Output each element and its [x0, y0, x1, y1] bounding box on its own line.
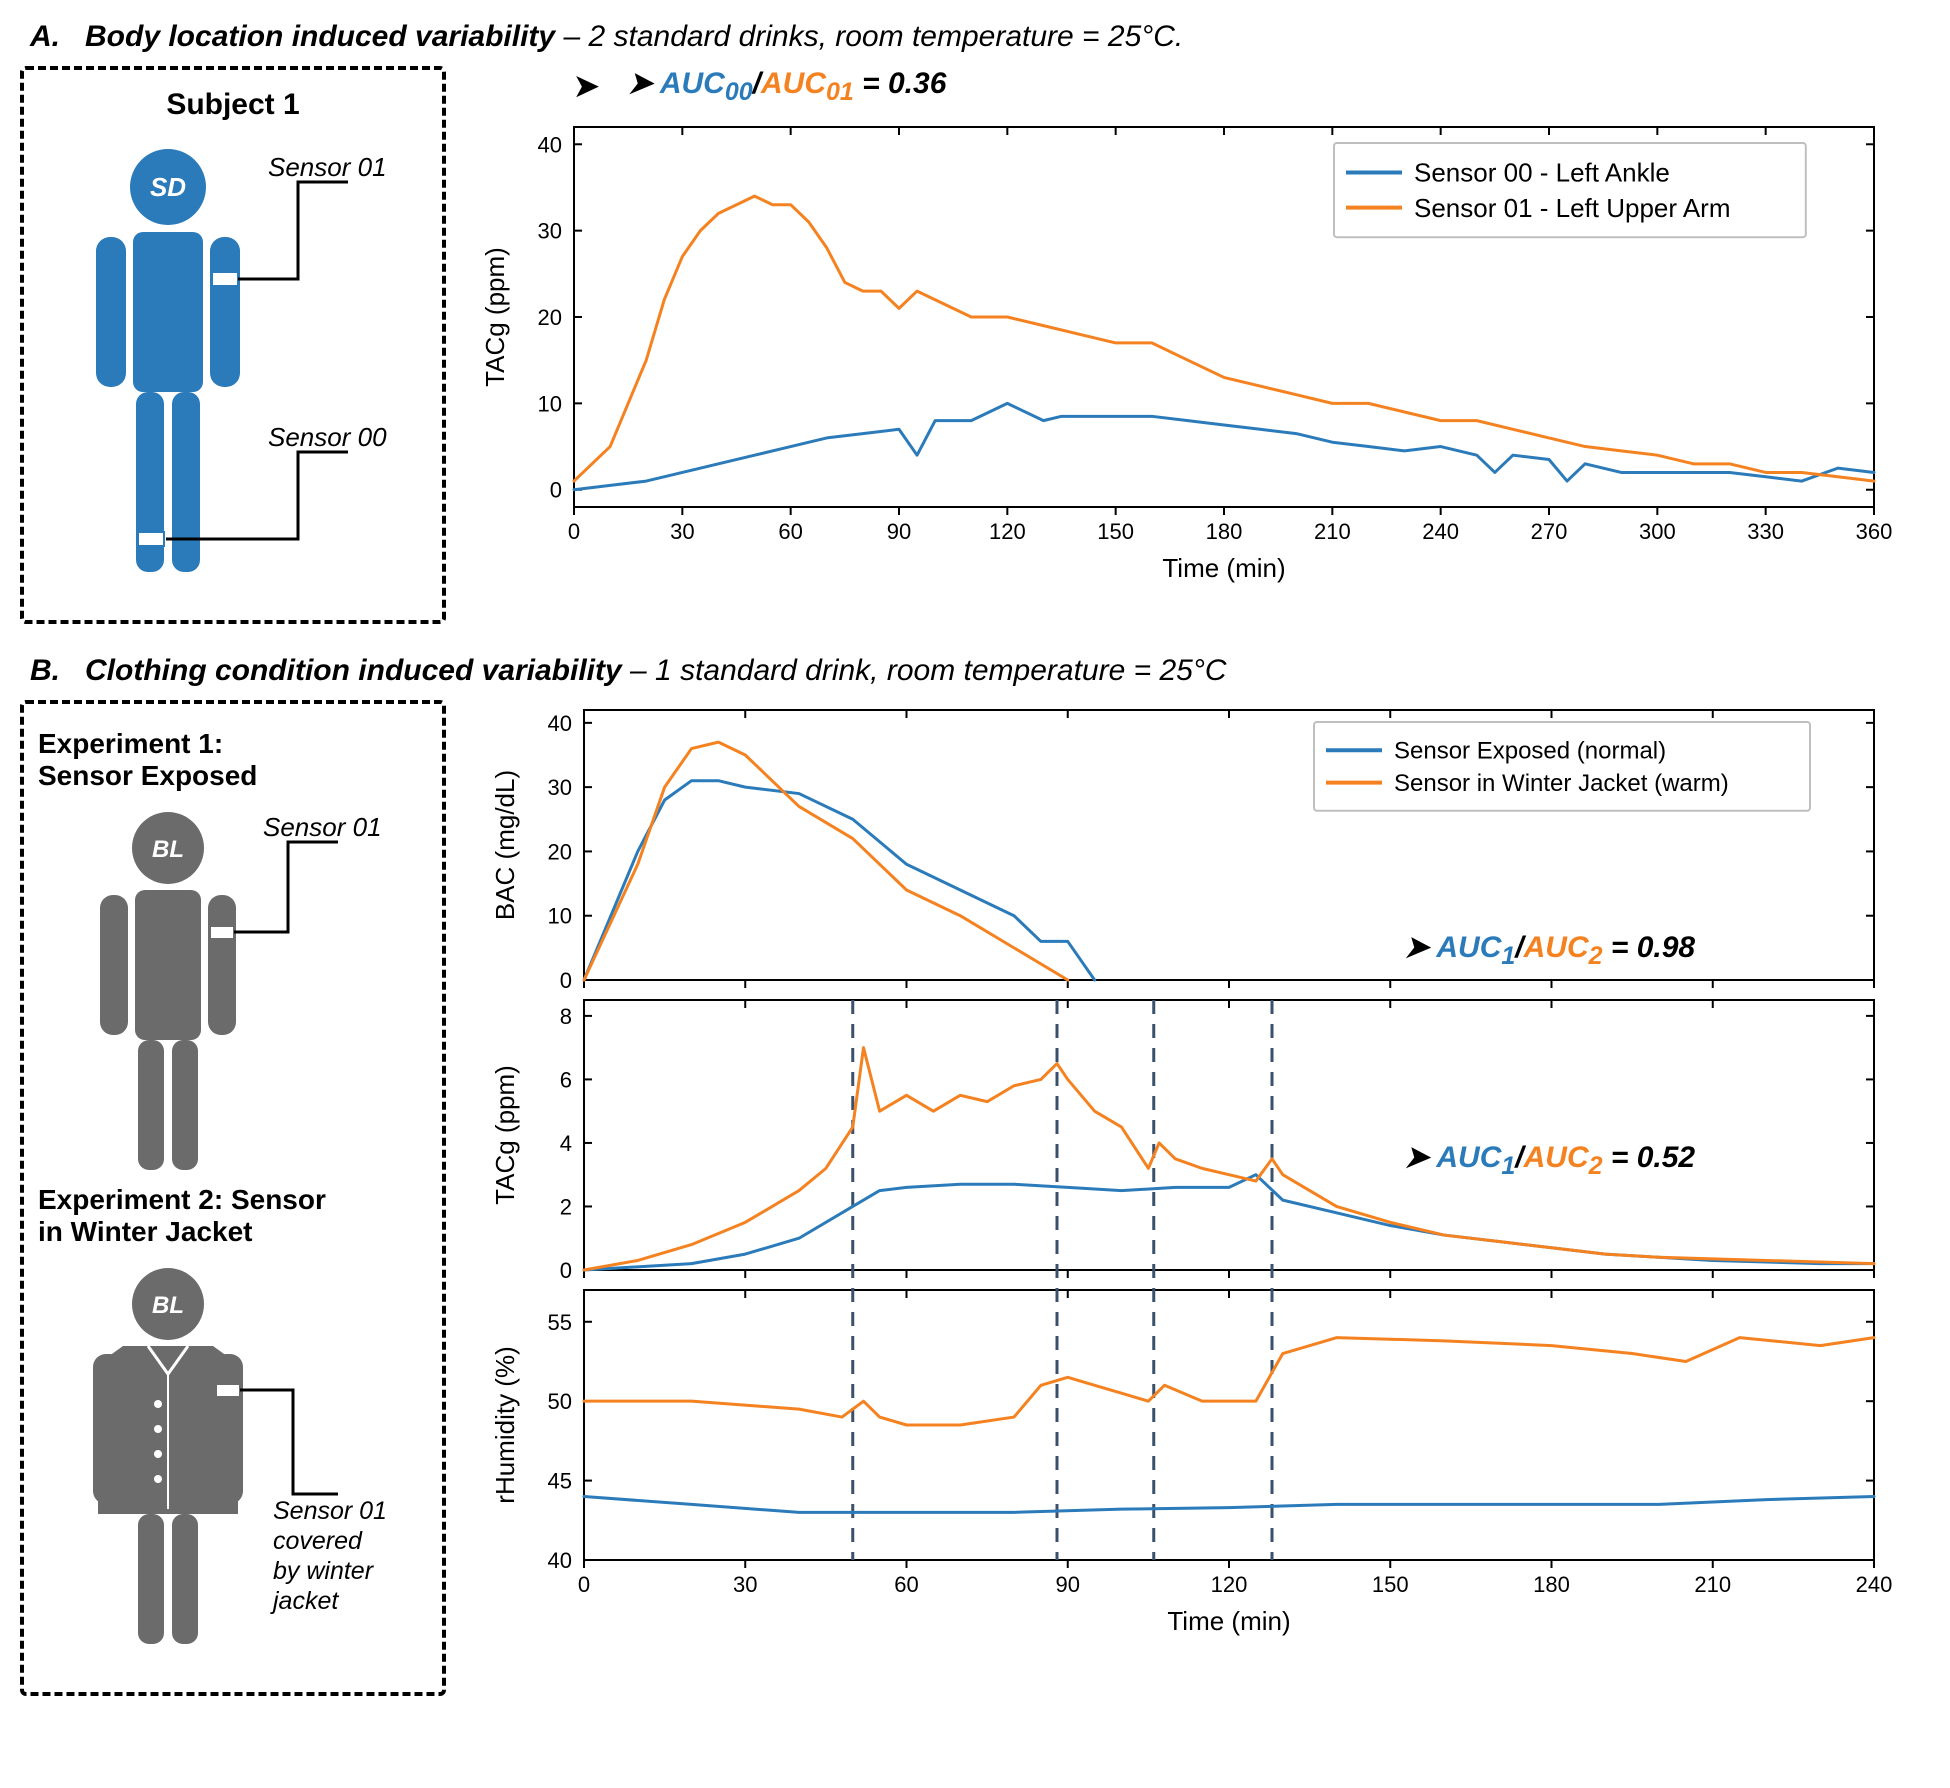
svg-text:0: 0: [578, 1572, 590, 1597]
svg-text:30: 30: [538, 219, 562, 244]
exp2-figure: BL Sensor 01 covered by: [38, 1254, 428, 1674]
panel-a-letter: A.: [30, 20, 60, 53]
svg-text:BAC (mg/dL): BAC (mg/dL): [490, 770, 520, 920]
svg-text:10: 10: [538, 391, 562, 416]
exp1-figure: BL Sensor 01: [38, 798, 428, 1178]
panel-a-diagram-box: Subject 1 SD Sensor 01: [20, 66, 446, 624]
panel-a-chart: 0 30 60 90 120 150 180 210 240 270 300 330 360 0 10 20 3…: [464, 107, 1924, 597]
svg-text:120: 120: [1211, 1572, 1248, 1597]
svg-text:2: 2: [560, 1194, 572, 1219]
svg-text:150: 150: [1372, 1572, 1409, 1597]
svg-text:30: 30: [670, 519, 694, 544]
panel-a-title: A. Body location induced variability – 2…: [20, 20, 1930, 54]
svg-text:240: 240: [1856, 1572, 1893, 1597]
svg-text:120: 120: [989, 519, 1026, 544]
svg-text:4: 4: [560, 1131, 572, 1156]
svg-text:90: 90: [887, 519, 911, 544]
panel-b-diagram-box: Experiment 1: Sensor Exposed BL Sensor 0…: [20, 700, 446, 1696]
svg-text:10: 10: [548, 904, 572, 929]
sensor-b1-label: Sensor 01: [263, 812, 382, 842]
svg-text:210: 210: [1694, 1572, 1731, 1597]
exp1-title: Experiment 1: Sensor Exposed: [38, 728, 257, 792]
svg-text:0: 0: [568, 519, 580, 544]
panel-a-title-cond: – 2 standard drinks, room temperature = …: [555, 20, 1183, 53]
panel-b: B. Clothing condition induced variabilit…: [20, 654, 1930, 1696]
svg-text:30: 30: [733, 1572, 757, 1597]
head-badge-b1: BL: [152, 836, 184, 863]
svg-text:TACg (ppm): TACg (ppm): [480, 247, 510, 387]
svg-text:270: 270: [1531, 519, 1568, 544]
svg-text:40: 40: [548, 1548, 572, 1573]
panel-a: A. Body location induced variability – 2…: [20, 20, 1930, 624]
svg-text:6: 6: [560, 1067, 572, 1092]
svg-text:30: 30: [548, 775, 572, 800]
svg-text:40: 40: [548, 711, 572, 736]
svg-text:90: 90: [1056, 1572, 1080, 1597]
svg-text:240: 240: [1422, 519, 1459, 544]
svg-text:45: 45: [548, 1469, 572, 1494]
exp2-title: Experiment 2: Sensor in Winter Jacket: [38, 1184, 326, 1248]
svg-text:0: 0: [560, 1258, 572, 1283]
svg-text:210: 210: [1314, 519, 1351, 544]
sensor00-label: Sensor 00: [268, 422, 387, 452]
svg-text:360: 360: [1856, 519, 1893, 544]
subject-title: Subject 1: [166, 88, 299, 122]
subject1-figure: SD Sensor 01 Sensor 00: [38, 132, 428, 602]
svg-text:rHumidity (%): rHumidity (%): [490, 1346, 520, 1503]
svg-text:20: 20: [538, 305, 562, 330]
svg-text:Sensor in Winter Jacket (warm): Sensor in Winter Jacket (warm): [1394, 770, 1729, 797]
panel-b-title-bold: Clothing condition induced variability: [85, 654, 622, 687]
panel-b-title-cond: – 1 standard drink, room temperature = 2…: [622, 654, 1227, 687]
svg-text:60: 60: [778, 519, 802, 544]
svg-text:180: 180: [1206, 519, 1243, 544]
svg-text:Sensor 00 - Left Ankle: Sensor 00 - Left Ankle: [1414, 158, 1670, 188]
svg-text:180: 180: [1533, 1572, 1570, 1597]
sensor01-label: Sensor 01: [268, 152, 387, 182]
cover-note: Sensor 01 covered by winter jacket: [270, 1497, 394, 1615]
panel-b-title: B. Clothing condition induced variabilit…: [20, 654, 1930, 688]
svg-text:300: 300: [1639, 519, 1676, 544]
panel-a-title-bold: Body location induced variability: [85, 20, 555, 53]
panel-a-auc-annot: ➤ ➤ AUC00/AUC01 = 0.36: [574, 66, 1930, 107]
svg-text:0: 0: [550, 478, 562, 503]
svg-text:TACg (ppm): TACg (ppm): [490, 1065, 520, 1205]
svg-text:Time (min): Time (min): [1167, 1606, 1290, 1636]
svg-text:50: 50: [548, 1389, 572, 1414]
panel-b-letter: B.: [30, 654, 60, 687]
svg-text:0: 0: [560, 968, 572, 993]
head-badge-b2: BL: [152, 1292, 184, 1319]
head-badge: SD: [150, 172, 186, 202]
svg-text:150: 150: [1097, 519, 1134, 544]
panel-b-charts: 0 10 20 30 40 BAC (mg/dL) 0 2 4 6 8 TACg (ppm) 0 30 60…: [464, 700, 1924, 1660]
svg-text:Sensor Exposed (normal): Sensor Exposed (normal): [1394, 738, 1666, 765]
svg-text:60: 60: [894, 1572, 918, 1597]
svg-text:55: 55: [548, 1310, 572, 1335]
svg-text:40: 40: [538, 132, 562, 157]
svg-text:330: 330: [1747, 519, 1784, 544]
svg-text:Sensor 01 - Left Upper Arm: Sensor 01 - Left Upper Arm: [1414, 193, 1730, 223]
svg-text:8: 8: [560, 1004, 572, 1029]
auc-a-text: ➤ AUC00/AUC01 = 0.36: [627, 66, 946, 107]
svg-text:20: 20: [548, 839, 572, 864]
svg-text:Time (min): Time (min): [1162, 553, 1285, 583]
